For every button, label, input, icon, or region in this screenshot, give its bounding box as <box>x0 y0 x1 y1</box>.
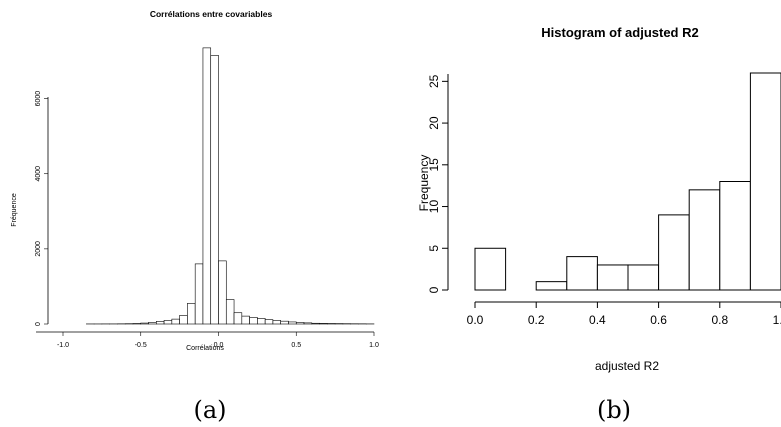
y-tick-label: 5 <box>427 245 441 252</box>
histogram-bar <box>319 323 328 325</box>
y-tick-label: 25 <box>427 74 441 88</box>
y-tick-label: 10 <box>427 200 441 214</box>
x-tick-label: 0.8 <box>711 313 728 327</box>
histogram-bar <box>156 321 165 325</box>
histogram-bar <box>719 181 751 291</box>
chart-b: Histogram of adjusted R2 0.0 0.2 0.4 0.6 0.8… <box>417 25 781 424</box>
histogram-bar <box>474 247 507 291</box>
histogram-bar <box>288 321 297 325</box>
x-tick-label: 0.0 <box>214 342 224 349</box>
histogram-bar <box>280 320 289 325</box>
chart-a-caption: (a) <box>193 396 226 424</box>
histogram-bar <box>566 256 598 291</box>
histogram-bar <box>148 322 157 325</box>
histogram-bar <box>295 322 305 325</box>
histogram-bar <box>171 318 180 325</box>
histogram-bar <box>257 318 266 325</box>
x-tick-label: -0.5 <box>135 342 147 349</box>
x-tick-label: 0.4 <box>589 313 606 327</box>
chart-b-caption: (b) <box>597 396 631 424</box>
histogram-bar <box>241 315 250 325</box>
histogram-bar <box>688 189 721 291</box>
x-tick-label: 0.5 <box>291 342 301 349</box>
histogram-bar <box>535 281 568 291</box>
histogram-bar <box>140 322 149 325</box>
histogram-bar <box>249 317 258 325</box>
chart-b-bars <box>474 72 781 291</box>
histogram-bar <box>202 47 212 325</box>
y-tick-label: 6000 <box>35 91 42 107</box>
histogram-bar <box>749 72 781 291</box>
histogram-bar <box>218 260 227 325</box>
x-tick-label: 1.0 <box>369 342 379 349</box>
histogram-bar <box>596 264 629 291</box>
x-tick-label: 0.0 <box>467 313 484 327</box>
histogram-bar <box>658 214 690 291</box>
chart-a-xlabel: Corrélations <box>186 345 224 352</box>
histogram-bar <box>272 320 281 325</box>
histogram-bar <box>187 303 196 325</box>
x-tick-label: 1.0 <box>773 313 781 327</box>
x-tick-label: 0.2 <box>528 313 545 327</box>
chart-b-x-ticks: 0.0 0.2 0.4 0.6 0.8 1.0 <box>467 302 781 327</box>
x-tick-label: -1.0 <box>57 342 69 349</box>
histogram-bar <box>233 312 243 325</box>
y-tick-label: 15 <box>427 158 441 172</box>
y-tick-label: 0 <box>35 322 42 326</box>
y-tick-label: 0 <box>427 286 441 293</box>
histogram-bar <box>303 322 313 325</box>
histogram-bar <box>194 263 204 325</box>
chart-a-title: Corrélations entre covariables <box>150 9 273 19</box>
chart-b-xlabel: adjusted R2 <box>595 359 659 373</box>
y-tick-label: 20 <box>427 116 441 130</box>
histogram-bar <box>264 319 274 325</box>
chart-a-x-ticks: -1.0 -0.5 0.0 0.5 1.0 <box>57 332 379 349</box>
y-tick-label: 2000 <box>35 241 42 257</box>
chart-a-ylabel: Fréquence <box>11 193 18 227</box>
y-tick-label: 4000 <box>35 166 42 182</box>
histogram-bar <box>311 322 320 325</box>
chart-a: Corrélations entre covariables -1.0 -0.5 0… <box>11 9 379 424</box>
chart-a-bars <box>86 47 375 325</box>
x-tick-label: 0.6 <box>650 313 667 327</box>
histogram-bar <box>627 264 660 291</box>
histogram-bar <box>225 299 235 325</box>
chart-b-title: Histogram of adjusted R2 <box>541 25 698 40</box>
chart-a-y-ticks: 0 2000 4000 6000 <box>35 91 48 326</box>
histogram-bar <box>163 320 173 325</box>
histogram-bar <box>210 55 219 325</box>
chart-b-y-ticks: 0 5 10 15 20 25 <box>427 74 448 293</box>
chart-b-ylabel: Frequency <box>417 155 431 212</box>
histogram-bar <box>179 315 188 325</box>
